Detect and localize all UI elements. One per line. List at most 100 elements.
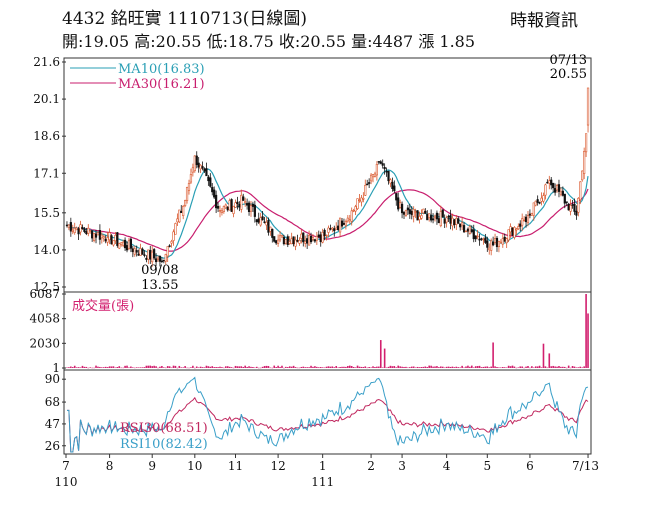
volume-bar: [170, 367, 173, 369]
volume-bar: [157, 367, 159, 369]
volume-bar: [513, 366, 516, 368]
volume-bar: [240, 366, 243, 368]
volume-bar: [455, 366, 458, 368]
candle-body: [164, 254, 167, 262]
volume-bar: [75, 367, 78, 368]
candle-body: [277, 239, 280, 244]
candle-body: [484, 237, 487, 243]
volume-bar: [316, 366, 318, 368]
volume-bar: [176, 367, 179, 369]
volume-bar: [360, 366, 363, 368]
candle-body: [584, 133, 588, 153]
ohlc-summary: 開:19.05 高:20.55 低:18.75 收:20.55 量:4487 漲…: [62, 32, 476, 51]
volume-bar: [443, 367, 446, 369]
candle-body: [304, 241, 307, 244]
candle-body: [236, 201, 239, 204]
candle-body: [325, 234, 328, 237]
rsi-ytick-label: 26: [45, 439, 60, 453]
candle-body: [246, 203, 249, 206]
candle-body: [162, 259, 165, 262]
candle-body: [319, 234, 322, 243]
rsi-legend-1: RSI10(82.42): [120, 437, 208, 452]
candle-body: [290, 238, 293, 245]
candle-body: [135, 250, 138, 253]
volume-bar: [317, 367, 320, 368]
rsi-legend-0: RSI30(68.51): [120, 421, 208, 436]
candle-body: [69, 222, 72, 232]
volume-bar: [333, 367, 336, 368]
candle-body: [104, 238, 107, 242]
volume-bar: [410, 366, 413, 368]
candle-body: [85, 231, 88, 235]
volume-bar: [364, 366, 367, 368]
candle-body: [160, 260, 163, 263]
volume-bar: [133, 367, 136, 369]
volume-bar: [217, 367, 219, 368]
volume-bar: [339, 367, 341, 368]
candle-body: [182, 205, 185, 216]
volume-bar: [341, 366, 343, 368]
candle-body: [176, 218, 179, 223]
volume-bar: [292, 365, 295, 368]
volume-bar: [201, 367, 204, 368]
candle-body: [280, 235, 284, 238]
volume-bar: [383, 348, 386, 368]
volume-bar: [197, 367, 200, 368]
candle-body: [238, 203, 241, 208]
candle-body: [571, 204, 574, 206]
volume-bar: [379, 340, 382, 368]
volume-bar: [108, 366, 111, 368]
volume-bar: [213, 367, 215, 368]
candle-body: [366, 183, 369, 186]
candle-body: [71, 229, 74, 232]
candle-body: [408, 209, 411, 214]
candle-body: [509, 226, 512, 233]
candle-body: [342, 223, 346, 225]
volume-bar: [192, 365, 194, 368]
candle-body: [100, 234, 103, 239]
volume-bar: [393, 366, 396, 368]
legend-label-1: MA30(16.21): [118, 77, 205, 92]
volume-bar: [159, 366, 161, 368]
volume-bar: [236, 366, 239, 368]
volume-bar: [190, 367, 192, 368]
candle-body: [486, 240, 489, 248]
volume-bar: [130, 366, 132, 368]
volume-bar: [116, 367, 119, 368]
candle-body: [567, 203, 570, 211]
volume-bar: [273, 365, 276, 368]
candle-body: [542, 195, 545, 202]
volume-ytick-label: 6087: [29, 287, 60, 301]
volume-bar: [335, 366, 338, 368]
candle-body: [552, 182, 555, 189]
candle-body: [79, 224, 82, 233]
volume-bar: [356, 365, 359, 368]
volume-bar: [244, 365, 246, 368]
candle-body: [251, 203, 255, 207]
low-date-annotation: 09/08: [141, 263, 178, 278]
candle-body: [443, 218, 446, 224]
candle-body: [505, 238, 508, 244]
volume-bar: [149, 365, 152, 368]
volume-bar: [223, 367, 225, 369]
volume-bar: [112, 366, 115, 368]
volume-bar: [194, 367, 196, 369]
volume-bar: [281, 365, 283, 368]
candle-body: [499, 241, 502, 244]
volume-bar: [290, 366, 293, 368]
candle-body: [354, 206, 357, 212]
candle-body: [201, 166, 204, 169]
candle-body: [284, 239, 287, 244]
volume-bar: [486, 366, 489, 368]
volume-bar: [459, 367, 461, 368]
candle-body: [65, 224, 69, 227]
candle-body: [187, 182, 191, 191]
price-ytick-label: 15.5: [33, 206, 60, 220]
volume-bar: [91, 367, 93, 369]
volume-bar: [511, 365, 514, 368]
candle-body: [203, 168, 206, 172]
candle-body: [447, 215, 450, 218]
candle-body: [493, 238, 497, 243]
volume-bar: [205, 365, 208, 368]
candle-body: [232, 206, 235, 214]
